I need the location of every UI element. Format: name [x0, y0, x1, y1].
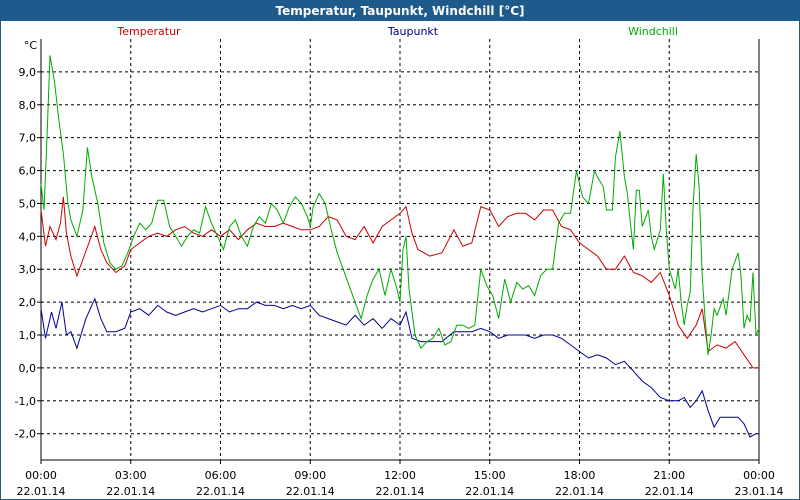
- x-tick-date-label: 23.01.14: [735, 485, 784, 498]
- x-tick-date-label: 22.01.14: [555, 485, 604, 498]
- series-line-windchill: [40, 55, 760, 355]
- x-tick-time-label: 06:00: [205, 469, 237, 482]
- y-tick-label: 7,0: [19, 132, 37, 145]
- series-line-temperatur: [40, 196, 759, 369]
- series-layer: [40, 55, 760, 438]
- legend-label-windchill: Windchill: [628, 25, 678, 38]
- series-line-taupunkt: [40, 297, 759, 438]
- grid-layer: [41, 39, 759, 460]
- x-tick-date-label: 22.01.14: [376, 485, 425, 498]
- y-tick-label: 1,0: [19, 329, 37, 342]
- x-tick-date-label: 22.01.14: [645, 485, 694, 498]
- x-tick-time-label: 00:00: [25, 469, 57, 482]
- y-tick-label: 2,0: [19, 296, 37, 309]
- x-tick-time-label: 12:00: [384, 469, 416, 482]
- x-tick-time-label: 21:00: [653, 469, 685, 482]
- y-tick-label: 3,0: [19, 263, 37, 276]
- legend-layer: Temperatur Taupunkt Windchill: [116, 25, 678, 38]
- y-tick-label: 4,0: [19, 230, 37, 243]
- y-tick-label: 8,0: [19, 99, 37, 112]
- y-tick-label: 5,0: [19, 197, 37, 210]
- y-tick-label: -1,0: [15, 395, 36, 408]
- chart-title: Temperatur, Taupunkt, Windchill [°C]: [1, 1, 799, 21]
- x-tick-date-label: 22.01.14: [106, 485, 155, 498]
- x-tick-time-label: 00:00: [743, 469, 775, 482]
- legend-label-taupunkt: Taupunkt: [387, 25, 439, 38]
- x-tick-time-label: 03:00: [115, 469, 147, 482]
- y-tick-label: -2,0: [15, 428, 36, 441]
- x-tick-time-label: 18:00: [564, 469, 596, 482]
- x-tick-time-label: 09:00: [294, 469, 326, 482]
- x-tick-date-label: 22.01.14: [17, 485, 66, 498]
- x-tick-time-label: 15:00: [474, 469, 506, 482]
- x-tick-date-label: 22.01.14: [196, 485, 245, 498]
- x-tick-date-label: 22.01.14: [465, 485, 514, 498]
- y-axis-unit-label: °C: [24, 39, 38, 52]
- legend-label-temperatur: Temperatur: [116, 25, 181, 38]
- y-tick-label: 0,0: [19, 362, 37, 375]
- x-tick-date-label: 22.01.14: [286, 485, 335, 498]
- axis-layer: 9,0 8,0 7,0 6,0 5,0 4,0 3,0 2,0 1,0 0,0 -1,0 -2,0 00…: [15, 39, 784, 498]
- y-tick-label: 6,0: [19, 165, 37, 178]
- y-tick-label: 9,0: [19, 66, 37, 79]
